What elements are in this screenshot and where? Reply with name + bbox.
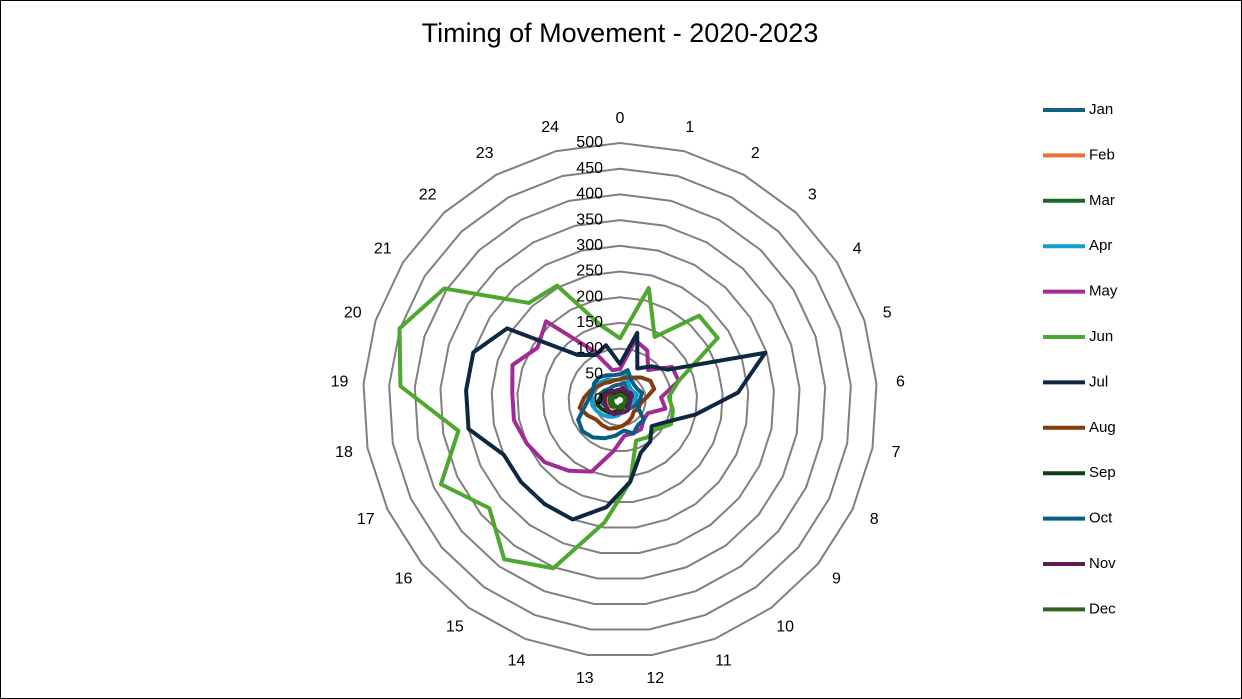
grid-ring [490,270,750,529]
category-label: 4 [853,241,862,258]
r-tick-label: 450 [576,160,603,177]
series-line [397,283,720,571]
grid-ring [362,141,878,656]
category-label: 9 [832,570,841,587]
grid-ring [413,193,827,605]
category-label: 5 [883,304,892,321]
r-tick-label: 200 [576,288,603,305]
series-line [595,389,633,415]
category-label: 21 [374,241,392,258]
legend-label: May [1089,283,1118,300]
grid-ring [567,347,673,452]
category-label: 7 [892,444,901,461]
r-tick-label: 150 [576,314,603,331]
r-tick-label: 50 [585,366,603,383]
r-tick-label: 250 [576,263,603,280]
legend-label: Jul [1089,373,1108,390]
chart-title: Timing of Movement - 2020-2023 [422,18,819,48]
category-label: 3 [808,186,817,203]
category-label: 24 [541,119,559,136]
series-line [464,326,768,522]
legend-label: Apr [1089,237,1112,254]
r-tick-label: 500 [576,134,603,151]
grid-ring [439,219,801,580]
grid-ring [465,244,775,554]
legend-label: Aug [1089,419,1116,436]
category-label: 22 [419,186,437,203]
grid-ring [542,321,698,478]
category-label: 0 [616,110,625,127]
legend-label: Sep [1089,464,1116,481]
category-label: 23 [476,145,494,162]
category-label: 13 [576,670,594,687]
legend-label: Mar [1089,192,1115,209]
category-label: 11 [715,652,732,669]
r-tick-label: 0 [594,391,603,408]
category-label: 17 [357,511,375,528]
r-tick-label: 300 [576,237,603,254]
category-label: 6 [896,374,905,391]
category-label: 14 [508,652,526,669]
grid-ring [388,167,852,631]
category-label: 16 [395,570,413,587]
category-label: 20 [344,304,362,321]
category-label: 19 [331,374,349,391]
category-label: 8 [870,511,879,528]
legend-label: Oct [1089,510,1113,527]
r-tick-label: 400 [576,186,603,203]
category-label: 10 [776,619,794,636]
category-label: 2 [751,145,760,162]
legend-label: Jan [1089,101,1113,118]
legend-label: Feb [1089,146,1115,163]
category-label: 18 [335,444,353,461]
legend-label: Jun [1089,328,1113,345]
category-label: 1 [685,119,694,136]
series-line [577,375,657,431]
series-line [602,385,635,417]
r-tick-label: 350 [576,211,603,228]
legend-label: Nov [1089,555,1116,572]
series-line [576,368,646,441]
category-label: 15 [446,619,464,636]
series-line [610,392,628,410]
r-tick-label: 100 [576,340,603,357]
category-label: 12 [646,670,664,687]
legend-label: Dec [1089,600,1116,617]
